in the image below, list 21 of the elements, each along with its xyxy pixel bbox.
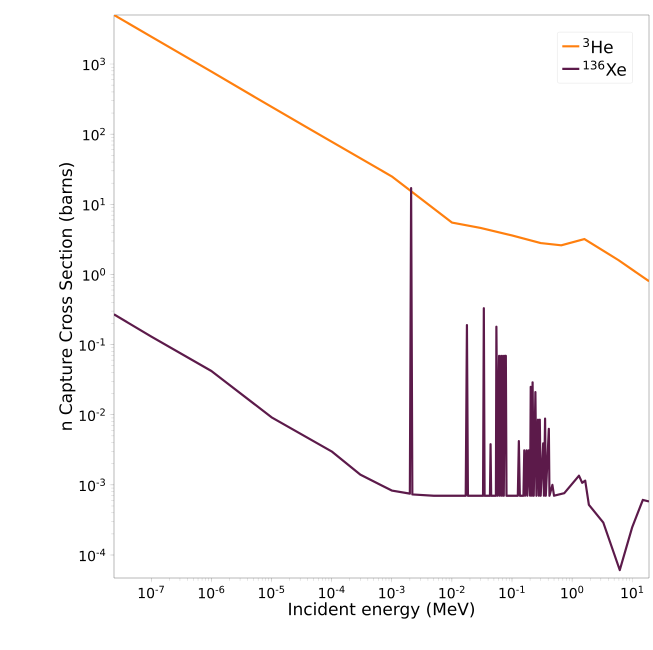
y-tick-label: 10$^{-3}$ <box>80 478 105 492</box>
y-tick-label: 10$^{3}$ <box>83 58 105 70</box>
x-tick-label: 10$^{1}$ <box>622 586 644 598</box>
y-tick-label: 10$^{1}$ <box>83 198 105 211</box>
x-tick-label: 10$^{-6}$ <box>198 586 224 598</box>
x-tick-label: 10$^{-1}$ <box>500 586 525 598</box>
y-tick-label: 10$^{2}$ <box>83 128 105 140</box>
x-tick-label: 10$^{0}$ <box>561 586 584 598</box>
x-tick-label: 10$^{-7}$ <box>138 586 164 598</box>
x-tick-label: 10$^{-2}$ <box>439 586 464 598</box>
y-tick-label: 10$^{-2}$ <box>80 408 105 422</box>
y-axis-title: n Capture Cross Section (barns) <box>58 163 76 430</box>
y-tick-label: 10$^{-1}$ <box>80 338 105 351</box>
x-tick-label: 10$^{-5}$ <box>259 586 284 598</box>
legend-label: $^{3}$He <box>583 38 613 54</box>
x-axis-title: Incident energy (MeV) <box>289 602 474 619</box>
y-tick-label: 10$^{0}$ <box>83 268 106 281</box>
legend-label: $^{136}$Xe <box>584 60 626 76</box>
y-tick-label: 10$^{-4}$ <box>80 548 106 562</box>
x-tick-label: 10$^{-3}$ <box>379 586 404 598</box>
x-tick-label: 10$^{-4}$ <box>319 586 345 598</box>
